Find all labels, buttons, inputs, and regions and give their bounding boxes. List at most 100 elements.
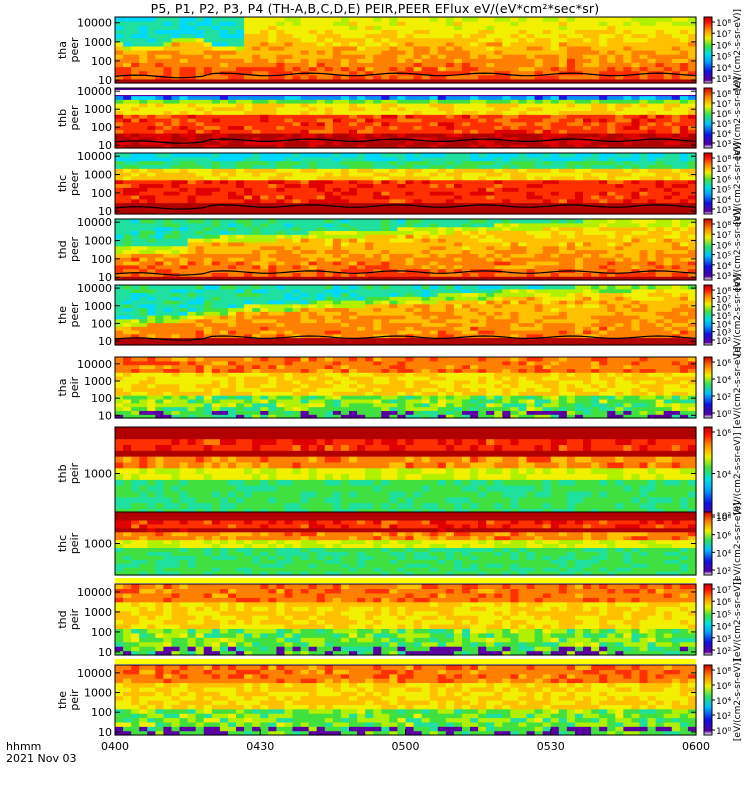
spectrogram-cell (566, 219, 576, 224)
spectrogram-cell (187, 315, 197, 320)
y-tick-label: 1000 (84, 169, 112, 182)
spectrogram-cell (583, 238, 592, 243)
spectrogram-cell (486, 54, 495, 59)
spectrogram-cell (461, 257, 471, 262)
spectrogram-cell (470, 179, 479, 185)
spectrogram-cell (381, 153, 390, 158)
spectrogram-cell (284, 37, 294, 43)
spectrogram-cell (663, 160, 673, 166)
spectrogram-cell (163, 99, 173, 104)
spectrogram-cell (679, 25, 689, 30)
spectrogram-cell (316, 66, 326, 72)
spectrogram-cell (179, 164, 189, 169)
spectrogram-cell (494, 21, 503, 26)
spectrogram-cell (445, 241, 455, 247)
spectrogram-cell (373, 206, 382, 211)
spectrogram-cell (550, 245, 560, 251)
spectrogram-cell (244, 58, 253, 63)
spectrogram-cell (663, 222, 673, 228)
spectrogram-cell (583, 58, 592, 63)
spectrogram-cell (115, 245, 124, 251)
spectrogram-cell (599, 140, 608, 145)
spectrogram-cell (615, 129, 624, 134)
spectrogram-cell (550, 230, 560, 235)
spectrogram-cell (123, 311, 132, 316)
y-tick-label: 1000 (84, 103, 112, 116)
spectrogram-cell (429, 41, 439, 47)
spectrogram-cell (268, 29, 277, 35)
spectrogram-cell (349, 194, 358, 200)
spectrogram-cell (679, 140, 689, 145)
spectrogram-cell (647, 29, 657, 35)
spectrogram-cell (574, 78, 584, 84)
spectrogram-cell (397, 241, 407, 247)
spectrogram-cell (219, 103, 229, 108)
spectrogram-cell (219, 194, 229, 200)
spectrogram-cell (574, 168, 584, 173)
spectrogram-cell (324, 62, 334, 68)
spectrogram-cell (115, 285, 124, 290)
spectrogram-cell (478, 191, 487, 196)
spectrogram-cell (244, 260, 253, 266)
spectrogram-cell (139, 183, 148, 188)
spectrogram-cell (413, 62, 423, 68)
spectrogram-cell (308, 25, 318, 30)
spectrogram-cell (219, 276, 229, 281)
spectrogram-cell (671, 45, 681, 51)
spectrogram-cell (244, 25, 253, 30)
y-axis-label: peer (68, 237, 81, 263)
spectrogram-cell (268, 238, 277, 243)
spectrogram-cell (655, 234, 665, 239)
spectrogram-cell (421, 66, 431, 72)
spectrogram-cell (260, 37, 269, 43)
spectrogram-cell (260, 17, 269, 22)
spectrogram-cell (583, 74, 592, 80)
spectrogram-cell (679, 95, 689, 100)
spectrogram-cell (268, 50, 277, 55)
spectrogram-cell (147, 25, 156, 30)
spectrogram-cell (115, 206, 124, 211)
spectrogram-cell (163, 168, 173, 173)
spectrogram-cell (397, 191, 407, 196)
spectrogram-cell (566, 238, 576, 243)
spectrogram-cell (123, 341, 132, 346)
spectrogram-cell (405, 241, 415, 247)
spectrogram-cell (566, 106, 576, 112)
spectrogram-cell (437, 78, 447, 84)
spectrogram-cell (268, 121, 277, 127)
spectrogram-cell (179, 326, 189, 331)
spectrogram-cell (227, 276, 237, 281)
spectrogram-cell (244, 153, 253, 158)
spectrogram-cell (179, 253, 189, 258)
spectrogram-cell (389, 153, 399, 158)
spectrogram-cell (139, 50, 148, 55)
spectrogram-cell (284, 74, 294, 80)
spectrogram-cell (671, 50, 681, 55)
spectrogram-cell (139, 103, 148, 108)
spectrogram-cell (349, 37, 358, 43)
spectrogram-cell (461, 179, 471, 185)
spectrogram-cell (227, 156, 237, 162)
spectrogram-cell (647, 62, 657, 68)
spectrogram-cell (357, 66, 366, 72)
spectrogram-cell (461, 191, 471, 196)
spectrogram-cell (591, 272, 600, 277)
spectrogram-cell (461, 70, 471, 76)
spectrogram-cell (510, 241, 520, 247)
spectrogram-cell (139, 175, 148, 181)
spectrogram-cell (510, 78, 520, 84)
spectrogram-cell (236, 33, 245, 39)
spectrogram-cell (155, 245, 165, 251)
spectrogram-cell (227, 54, 237, 59)
spectrogram-cell (671, 245, 681, 251)
spectrogram-cell (187, 183, 197, 188)
spectrogram-cell (131, 198, 140, 204)
spectrogram-cell (357, 45, 366, 51)
spectrogram-cell (591, 226, 600, 232)
spectrogram-cell (236, 153, 245, 158)
spectrogram-cell (381, 106, 390, 112)
spectrogram-cell (453, 25, 463, 30)
spectrogram-cell (599, 37, 608, 43)
spectrogram-cell (316, 241, 326, 247)
